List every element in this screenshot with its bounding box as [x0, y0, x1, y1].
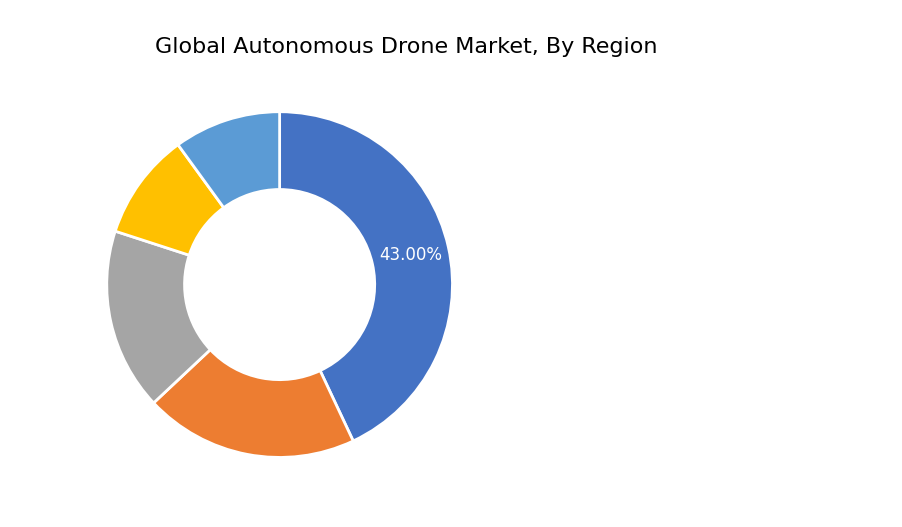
Legend: North America, Europe, Asia Pacific, Latin America, Middle East and Africa: North America, Europe, Asia Pacific, Lat… — [549, 184, 763, 343]
Text: Global Autonomous Drone Market, By Region: Global Autonomous Drone Market, By Regio… — [154, 37, 658, 57]
Text: 43.00%: 43.00% — [379, 246, 442, 265]
Wedge shape — [280, 112, 453, 441]
Wedge shape — [106, 231, 210, 403]
Wedge shape — [178, 112, 280, 208]
Wedge shape — [115, 145, 224, 255]
Wedge shape — [153, 349, 354, 457]
